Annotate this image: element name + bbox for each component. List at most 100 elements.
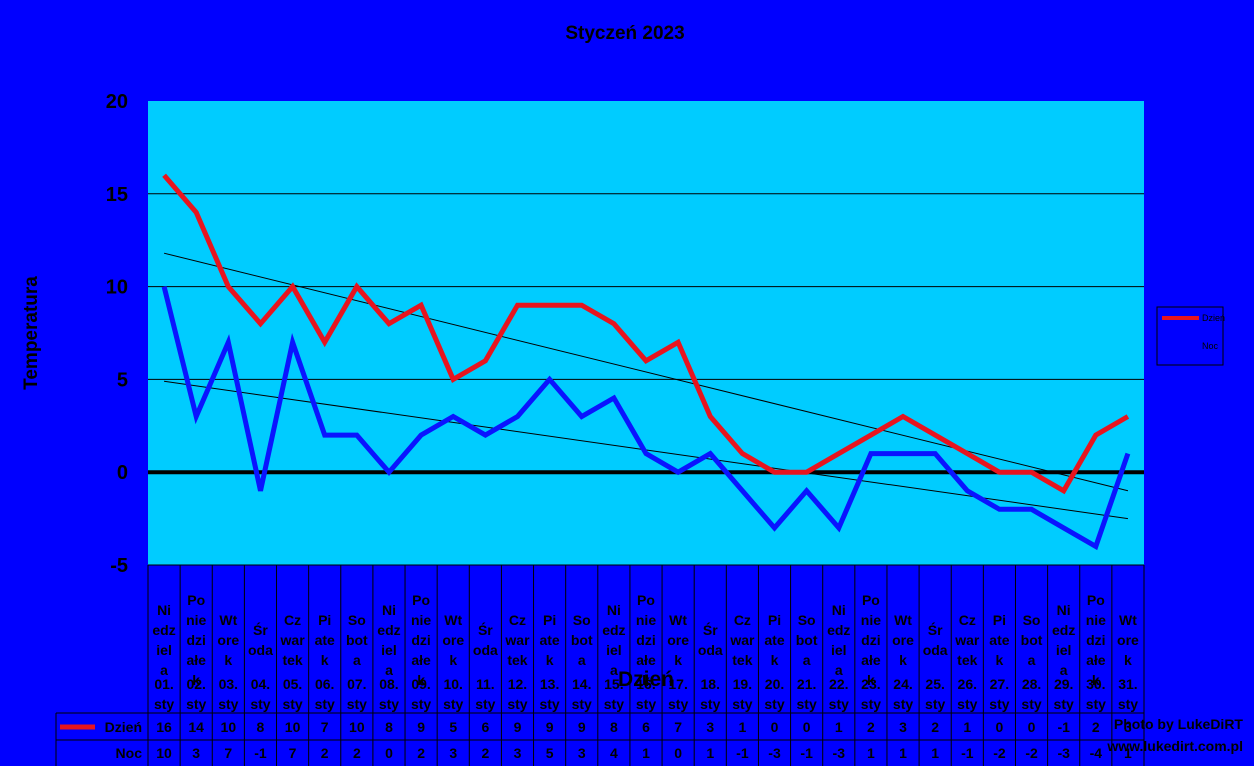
grid-lines [148,193,1144,475]
data-label: 7 [321,719,329,735]
data-label: -1 [800,745,813,761]
x-day-name: Ni edz iel a [1052,602,1075,678]
data-label: 14 [188,719,204,735]
y-tick-label: 5 [117,369,128,391]
x-day-name: So bot a [571,612,593,668]
x-day-name: Po nie dzi ałe k [1086,592,1106,688]
data-label: 8 [610,719,618,735]
data-label: 2 [353,745,361,761]
x-day-name: Śr oda [923,621,948,658]
x-tick-label: 14. sty [572,676,592,712]
data-label: -1 [961,745,974,761]
credit-site: www.lukedirt.com.pl [1106,738,1243,754]
x-tick-label: 28. sty [1021,676,1041,712]
data-label: 7 [224,745,232,761]
x-day-name: Cz war tek [504,612,530,668]
data-label: 0 [385,745,393,761]
y-tick-label: 10 [106,277,128,299]
data-label: 7 [674,719,682,735]
data-label: 1 [899,745,907,761]
x-tick-label: 02. sty [186,676,206,712]
x-day-name: Wt ore k [1117,612,1139,668]
x-tick-label: 04. sty [250,676,270,712]
x-tick-label: 15. sty [604,676,624,712]
y-tick-label: -5 [110,555,128,577]
data-label: 6 [481,719,489,735]
y-tick-label: 20 [106,91,128,113]
data-label: 16 [156,719,172,735]
y-tick-label: 0 [117,462,128,484]
data-label: 3 [899,719,907,735]
data-label: 1 [1124,745,1132,761]
x-day-name: So bot a [346,612,368,668]
data-label: 2 [867,719,875,735]
x-day-name: Pi ate k [315,612,335,668]
data-label: 9 [514,719,522,735]
data-label: 0 [996,719,1004,735]
data-label: 1 [642,745,650,761]
x-day-name: So bot a [1021,612,1043,668]
data-label: 3 [1124,719,1132,735]
x-day-name: Po nie dzi ałe k [861,592,881,688]
x-day-name: Pi ate k [539,612,559,668]
data-label: 8 [385,719,393,735]
plot-area [148,101,1144,565]
x-tick-label: 06. sty [315,676,335,712]
data-label: 5 [546,745,554,761]
x-tick-label: 07. sty [347,676,367,712]
x-tick-label: 19. sty [732,676,752,712]
data-label: -3 [768,745,781,761]
data-label: 7 [289,745,297,761]
data-label: 8 [257,719,265,735]
x-tick-label: 13. sty [539,676,559,712]
series-lines [161,173,1131,551]
data-label: 1 [706,745,714,761]
x-day-name: Po nie dzi ałe k [186,592,206,688]
data-label: 2 [417,745,425,761]
data-label: 1 [738,719,746,735]
data-label: 3 [706,719,714,735]
x-tick-label: 26. sty [957,676,977,712]
data-label: -3 [1057,745,1070,761]
x-axis-label: Dzień [618,668,674,691]
y-axis-label: Temperatura [21,276,42,390]
data-label: 0 [771,719,779,735]
x-tick-label: 25. sty [925,676,945,712]
data-label: 1 [963,719,971,735]
x-tick-label: 29. sty [1054,676,1074,712]
x-day-name: Pi ate k [989,612,1009,668]
x-day-name: So bot a [796,612,818,668]
x-day-name: Wt ore k [892,612,914,668]
y-tick-label: 15 [106,184,128,206]
data-label: 10 [156,745,172,761]
x-day-name: Śr oda [698,621,723,658]
data-label: 6 [642,719,650,735]
data-label: 0 [674,745,682,761]
x-tick-label: 12. sty [507,676,527,712]
x-day-name: Po nie dzi ałe k [636,592,656,688]
data-label: -2 [993,745,1006,761]
data-label: -1 [736,745,749,761]
data-label: 1 [867,745,875,761]
data-label: 5 [449,719,457,735]
x-tick-label: 31. sty [1118,676,1138,712]
x-tick-label: 11. sty [475,676,495,712]
data-label: 1 [931,745,939,761]
data-label: 10 [221,719,237,735]
data-label: 10 [349,719,365,735]
data-label: 1 [835,719,843,735]
x-day-name: Wt ore k [217,612,239,668]
legend-label: Dzień [1202,313,1225,323]
x-day-name: Śr oda [248,621,273,658]
x-tick-label: 23. sty [861,676,881,712]
x-tick-label: 10. sty [443,676,463,712]
data-label: 0 [803,719,811,735]
x-tick-label: 30. sty [1086,676,1106,712]
row-header: Dzień [105,719,142,735]
x-day-name: Ni edz iel a [152,602,175,678]
credit-photo: Photo by LukeDiRT [1114,716,1244,732]
data-label: 2 [481,745,489,761]
data-label: 0 [1028,719,1036,735]
y-axis-ticks: 20 15 10 5 0 -5 [106,91,128,577]
